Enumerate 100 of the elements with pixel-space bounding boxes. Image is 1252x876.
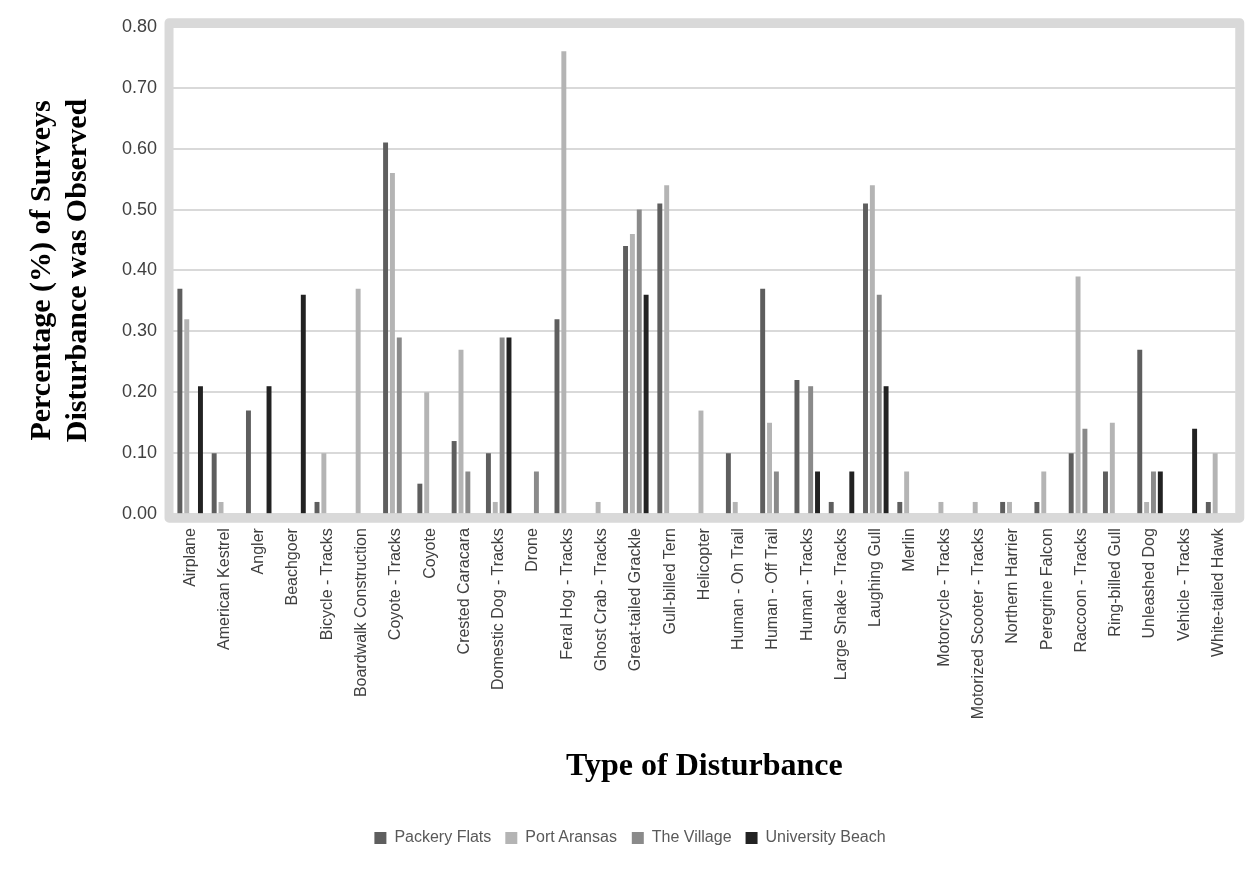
bar [533,471,539,514]
x-tick-label: Airplane [180,528,198,587]
bar [938,501,944,514]
bar [1151,471,1156,514]
bar [760,288,766,514]
bar [767,422,772,514]
bar [849,471,855,514]
bar [815,471,820,514]
bar [828,501,834,514]
bar [451,441,457,514]
bar [561,51,567,514]
bar [1000,501,1006,514]
x-tick-label: Great-tailed Grackle [626,528,644,672]
x-tick-label: Crested Caracara [454,528,472,655]
bar [485,453,491,514]
x-tick-label: Coyote [420,528,438,579]
x-tick-label: Human - Off Trail [763,528,781,650]
bar [492,501,498,514]
bar [629,233,635,514]
x-tick-label: Ghost Crab - Tracks [591,528,609,672]
bar [396,337,402,514]
legend-label: Packery Flats [394,828,492,846]
x-tick-label: Vehicle - Tracks [1174,528,1192,642]
bar [876,294,882,514]
bar [863,203,868,514]
bar [245,410,251,514]
bar [897,501,903,514]
bar [869,185,875,514]
bar [1007,501,1012,514]
bar [1192,428,1198,514]
bar [184,319,190,514]
bar [211,453,217,514]
y-tick-label: 0.80 [121,15,158,36]
bar [417,483,423,514]
x-tick-label: Drone [523,528,541,572]
bar [643,294,649,514]
bar [177,288,183,514]
bar [595,501,601,514]
x-tick-label: Feral Hog - Tracks [557,528,575,660]
x-tick-label: Peregrine Falcon [1037,528,1055,650]
x-tick-label: White-tailed Hawk [1209,527,1227,658]
x-tick-label: Human - On Trail [729,528,747,650]
x-tick-label: Human - Tracks [797,528,815,642]
bar [657,203,663,514]
bar [664,185,670,514]
bar [725,453,731,514]
x-tick-label: Angler [249,527,267,575]
y-tick-label: 0.30 [121,320,158,341]
x-tick-label: American Kestrel [214,528,232,650]
bar [1041,471,1047,514]
legend-label: University Beach [765,828,886,846]
x-tick-label: Boardwalk Construction [351,528,369,698]
x-tick-label: Motorized Scooter - Tracks [969,528,987,720]
x-tick-label: Merlin [900,528,918,572]
bar [883,386,889,514]
x-tick-label: Beachgoer [283,527,301,606]
bar [904,471,910,514]
y-tick-label: 0.20 [121,381,158,402]
bar [197,386,203,514]
bar [1157,471,1163,514]
x-axis-title: Type of Disturbance [566,746,843,783]
bar [1137,349,1143,514]
bar [732,501,738,514]
x-tick-label: Helicopter [694,527,712,601]
bar [465,471,471,514]
y-axis-title: Percentage (%) of Surveys Disturbance was Observed [22,98,92,443]
x-tick-label: Large Snake - Tracks [831,528,849,681]
x-tick-label: Gull-billed Tern [660,528,678,635]
x-tick-label: Domestic Dog - Tracks [489,528,507,690]
bar [1212,453,1218,514]
x-tick-label: Raccoon - Tracks [1071,528,1089,653]
bar [1075,276,1081,514]
x-tick-label: Motorcycle - Tracks [934,528,952,667]
bar [794,380,800,514]
bar [1109,422,1115,514]
bar [698,410,704,514]
y-tick-label: 0.40 [121,259,158,280]
bar [623,246,629,514]
y-tick-label: 0.60 [121,137,158,158]
bar [1068,453,1074,514]
x-tick-label: Ring-billed Gull [1106,528,1124,637]
bar [389,173,395,514]
y-tick-label: 0.10 [121,442,158,463]
x-tick-label: Bicycle - Tracks [317,528,335,641]
bar [1205,501,1211,514]
bar [499,337,505,514]
x-tick-label: Laughing Gull [866,528,884,627]
legend-label: Port Aransas [525,828,617,846]
bar [300,294,306,514]
x-tick-label: Northern Harrier [1003,527,1021,644]
bar [1082,428,1088,514]
x-tick-label: Unleashed Dog [1140,528,1158,639]
x-tick-label: Coyote - Tracks [386,528,404,641]
bar [1103,471,1108,514]
bar [773,471,779,514]
bar [1144,501,1150,514]
bar [424,392,430,514]
bar [321,453,327,514]
y-tick-label: 0.70 [121,76,158,97]
bar [972,501,978,514]
